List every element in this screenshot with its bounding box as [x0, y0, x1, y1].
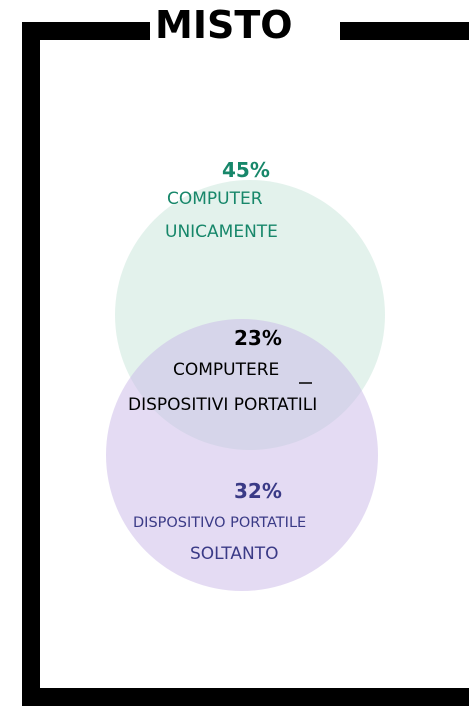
frame-bottom	[22, 688, 469, 706]
frame-left	[22, 22, 40, 706]
label: COMPUTERE	[173, 360, 280, 380]
label: DISPOSITIVI PORTATILI	[128, 395, 318, 415]
label: SOLTANTO	[190, 544, 279, 564]
percent: 45%	[222, 158, 270, 182]
label: DISPOSITIVO PORTATILE	[133, 515, 307, 531]
label: COMPUTER	[167, 189, 263, 209]
frame-top-left	[22, 22, 150, 40]
portable-circle	[106, 319, 378, 591]
title: MISTO	[155, 3, 293, 47]
percent: 23%	[234, 326, 282, 350]
label: UNICAMENTE	[165, 222, 278, 242]
frame-top-right	[340, 22, 469, 40]
percent: 32%	[234, 479, 282, 503]
